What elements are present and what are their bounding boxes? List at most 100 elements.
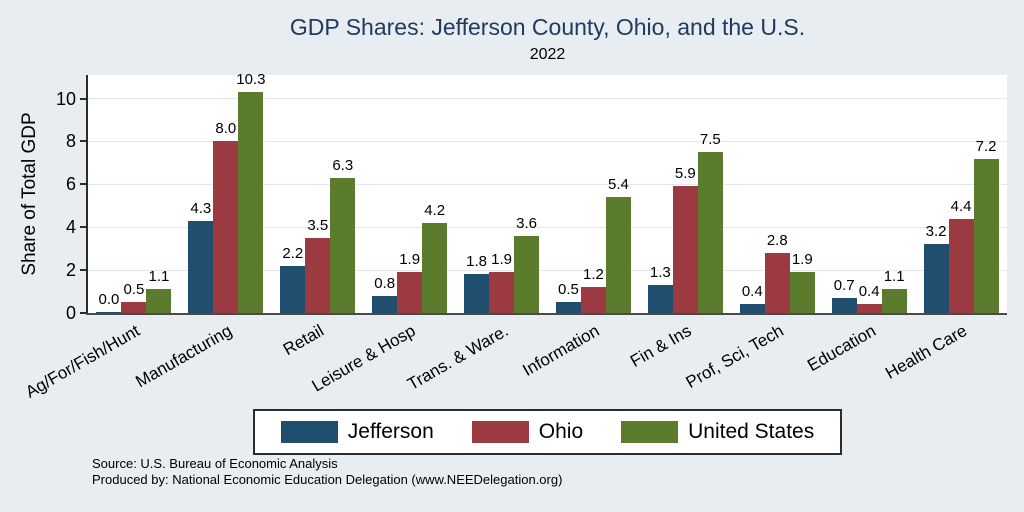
bar-united-states: [605, 197, 631, 313]
y-tick-label: 10: [55, 88, 76, 109]
bar-value-label: 3.2: [925, 223, 947, 241]
bar-value-label: 0.5: [558, 281, 579, 299]
bar-value-label: 2.2: [282, 244, 304, 262]
y-tick-label: 0: [65, 303, 76, 323]
y-tick-label: 2: [65, 260, 76, 281]
chart-title: GDP Shares: Jefferson County, Ohio, and …: [289, 14, 806, 40]
bar-jefferson: [831, 297, 857, 313]
bar-ohio: [856, 304, 882, 313]
chart-subtitle: 2022: [529, 46, 566, 63]
x-axis-line: [86, 313, 1007, 315]
bar-united-states: [146, 289, 172, 313]
x-tick-label: Fin & Ins: [627, 321, 695, 372]
bar-ohio: [397, 272, 423, 313]
bar-jefferson: [280, 265, 306, 313]
x-tick-label: Manufacturing: [132, 321, 236, 392]
bar-ohio: [672, 186, 698, 313]
legend: Jefferson Ohio United States: [252, 409, 843, 455]
y-tick-mark: [80, 97, 86, 100]
bar-united-states: [789, 272, 815, 313]
bar-united-states: [238, 92, 264, 313]
y-tick-label: 4: [65, 217, 76, 238]
bar-value-label: 1.1: [883, 268, 905, 286]
gridline: [88, 98, 1007, 100]
source-note: Source: U.S. Bureau of Economic Analysis…: [92, 456, 562, 488]
bar-value-label: 3.5: [307, 216, 329, 234]
x-tick-label: Education: [803, 321, 879, 376]
legend-label-jefferson: Jefferson: [347, 420, 434, 443]
bar-jefferson: [372, 295, 398, 313]
legend-label-ohio: Ohio: [538, 420, 584, 443]
y-tick-label: 8: [65, 131, 76, 152]
legend-wrap: Jefferson Ohio United States: [88, 409, 1007, 455]
bar-value-label: 1.3: [649, 264, 671, 282]
y-axis-line: [86, 75, 88, 315]
bar-value-label: 0.4: [858, 283, 880, 301]
bar-value-label: 1.9: [399, 251, 421, 269]
gridline: [88, 183, 1007, 185]
bar-united-states: [330, 177, 356, 313]
x-tick-label: Prof, Sci, Tech: [682, 321, 787, 393]
bar-ohio: [764, 252, 790, 313]
bar-value-label: 0.4: [741, 283, 763, 301]
bar-value-label: 1.9: [791, 251, 813, 269]
source-line-1: Source: U.S. Bureau of Economic Analysis: [92, 456, 338, 471]
bar-value-label: 1.1: [148, 268, 170, 286]
y-tick-mark: [80, 226, 86, 229]
x-tick-label: Trans. & Ware.: [403, 321, 512, 394]
bar-jefferson: [464, 274, 490, 313]
y-tick-mark: [80, 183, 86, 186]
bar-value-label: 3.6: [516, 214, 537, 232]
ohio-color-swatch: [471, 421, 529, 443]
y-tick-mark: [80, 140, 86, 143]
jefferson-color-swatch: [280, 421, 338, 443]
legend-label-united-states: United States: [688, 420, 815, 443]
title-block: GDP Shares: Jefferson County, Ohio, and …: [88, 14, 1007, 64]
bar-value-label: 0.7: [833, 276, 855, 294]
x-tick-label: Leisure & Hosp: [308, 321, 420, 396]
bar-value-label: 7.2: [975, 137, 997, 155]
bar-value-label: 0.8: [374, 274, 396, 292]
bar-ohio: [305, 237, 331, 313]
bar-value-label: 1.2: [583, 266, 604, 284]
x-tick-label: Information: [519, 321, 603, 380]
y-axis-title: Share of Total GDP: [19, 112, 40, 276]
x-tick-label: Health Care: [882, 321, 971, 383]
gridline: [88, 269, 1007, 271]
bar-value-label: 4.3: [190, 199, 212, 217]
bar-value-label: 8.0: [215, 120, 237, 138]
y-tick-mark: [80, 312, 86, 314]
x-tick-label: Retail: [280, 321, 328, 360]
bar-jefferson: [555, 302, 581, 313]
bar-jefferson: [96, 311, 122, 313]
bar-value-label: 5.9: [674, 165, 696, 183]
bar-ohio: [580, 287, 606, 313]
bar-value-label: 4.4: [950, 197, 972, 215]
bar-ohio: [489, 272, 515, 313]
bar-value-label: 5.4: [608, 176, 629, 194]
bar-value-label: 0.0: [98, 290, 120, 308]
legend-item-ohio: Ohio: [471, 420, 584, 444]
x-tick-label: Ag/For/Fish/Hunt: [22, 321, 144, 402]
united-states-color-swatch: [621, 421, 679, 443]
bar-ohio: [948, 218, 974, 313]
bar-value-label: 7.5: [699, 131, 721, 149]
bar-jefferson: [647, 285, 673, 313]
gridline: [88, 140, 1007, 142]
bar-value-label: 4.2: [424, 201, 446, 219]
bar-united-states: [422, 222, 448, 313]
bar-united-states: [881, 289, 907, 313]
bar-jefferson: [739, 304, 765, 313]
legend-item-united-states: United States: [621, 420, 814, 444]
bar-ohio: [213, 141, 239, 313]
bar-ohio: [121, 302, 147, 313]
bar-value-label: 2.8: [766, 231, 788, 249]
y-tick-mark: [80, 269, 86, 272]
bar-jefferson: [923, 244, 949, 313]
gridline: [88, 226, 1007, 228]
bar-united-states: [697, 152, 723, 313]
source-line-2: Produced by: National Economic Education…: [92, 472, 563, 487]
bar-value-label: 0.5: [123, 281, 145, 299]
bar-value-label: 6.3: [332, 156, 354, 174]
